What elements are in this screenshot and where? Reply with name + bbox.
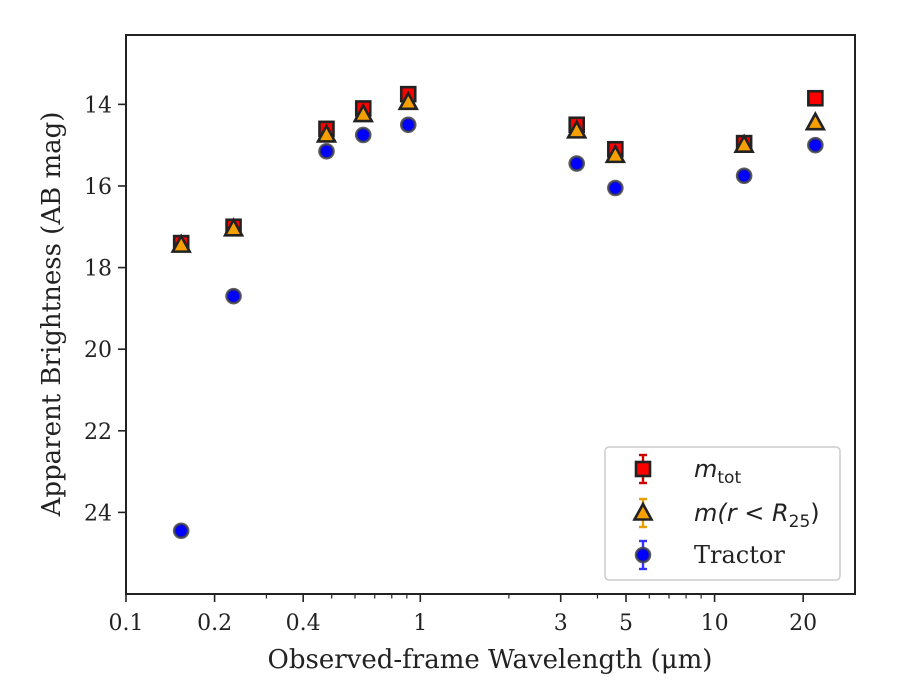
- x-tick-label: 5: [619, 611, 633, 636]
- x-tick-label: 0.1: [109, 611, 144, 636]
- x-tick-label: 10: [701, 611, 729, 636]
- legend-label: m(r < R25): [694, 499, 820, 532]
- legend-box: [604, 446, 841, 581]
- data-point: [604, 143, 627, 164]
- legend-entry: mtot: [634, 453, 741, 488]
- legend-marker: [632, 501, 654, 521]
- data-point: [733, 133, 755, 153]
- axes-ticks: 0.1 0.2 0.4 1 3 5 10 20 14 16 18 20 22 24: [84, 93, 817, 636]
- legend-label: Tractor: [694, 541, 785, 569]
- plot-frame: [125, 34, 856, 595]
- legend-entries: mtot m(r < R25) Tractor: [632, 453, 820, 571]
- data-point: [807, 136, 824, 154]
- x-tick-label: 1: [413, 611, 427, 636]
- legend: mtot m(r < R25) Tractor: [604, 446, 841, 581]
- data-point: [568, 155, 586, 172]
- data-point: [352, 102, 374, 123]
- data-point: [172, 522, 190, 540]
- series-1: [170, 90, 827, 253]
- y-tick-label: 16: [84, 175, 112, 200]
- x-tick-label: 0.4: [286, 611, 321, 636]
- x-tick-label: 0.2: [197, 611, 232, 636]
- x-tick-label: 3: [554, 611, 568, 636]
- series-2: [172, 116, 824, 540]
- data-point: [399, 116, 417, 134]
- y-tick-label: 18: [84, 257, 112, 282]
- y-tick-label: 20: [84, 338, 112, 363]
- legend-entry: Tractor: [634, 539, 785, 571]
- data-point: [807, 89, 824, 107]
- x-axis-label: Observed-frame Wavelength (μm): [268, 645, 713, 675]
- data-point: [354, 126, 372, 144]
- data-point: [566, 119, 588, 139]
- y-axis-label: Apparent Brightness (AB mag): [37, 112, 67, 518]
- y-tick-label: 14: [84, 93, 112, 118]
- legend-label: mtot: [694, 455, 741, 488]
- data-point: [315, 123, 338, 143]
- plot-marks: [170, 85, 827, 540]
- data-point: [804, 111, 827, 131]
- legend-entry: m(r < R25): [632, 497, 820, 532]
- series-0: [172, 85, 824, 252]
- legend-marker: [634, 546, 652, 564]
- data-point: [397, 90, 419, 111]
- data-point: [735, 167, 753, 185]
- data-point: [170, 233, 192, 253]
- y-tick-label: 22: [84, 420, 112, 445]
- data-point: [222, 217, 245, 237]
- y-tick-label: 24: [84, 501, 112, 526]
- x-tick-label: 20: [789, 611, 817, 636]
- data-point: [607, 179, 624, 197]
- data-point: [318, 142, 335, 160]
- data-point: [225, 287, 242, 305]
- legend-marker: [634, 460, 652, 478]
